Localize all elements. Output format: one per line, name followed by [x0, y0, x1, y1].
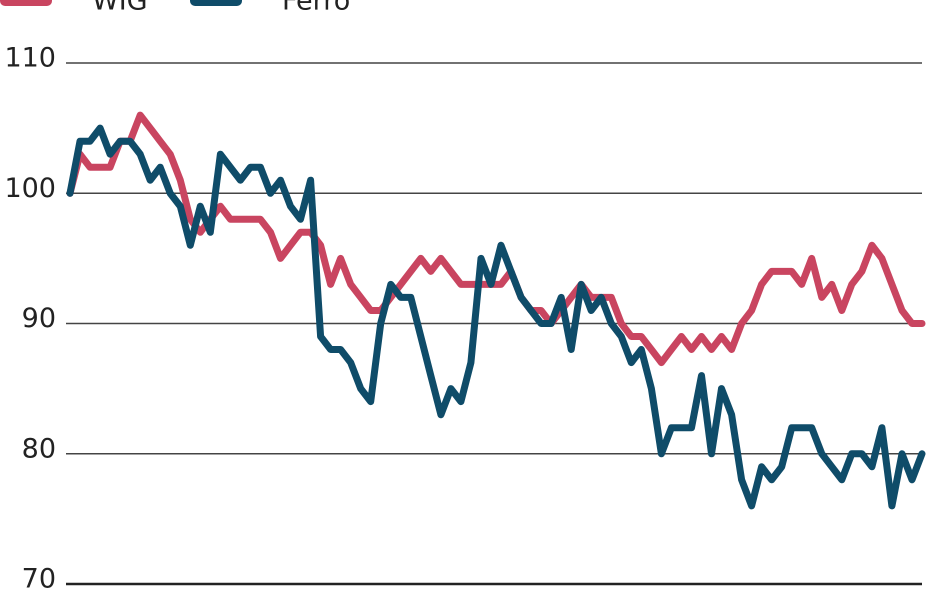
- y-tick-label: 80: [22, 433, 56, 464]
- legend-label: Ferro: [282, 0, 350, 17]
- line-series: [66, 124, 926, 510]
- legend-label: WIG: [92, 0, 148, 17]
- line-series: [66, 111, 926, 367]
- y-tick-label: 110: [4, 43, 56, 74]
- y-tick-label: 100: [4, 173, 56, 204]
- legend-swatch: [0, 0, 52, 6]
- y-tick-label: 70: [22, 564, 56, 593]
- legend-swatch: [190, 0, 242, 6]
- y-tick-label: 90: [22, 303, 56, 334]
